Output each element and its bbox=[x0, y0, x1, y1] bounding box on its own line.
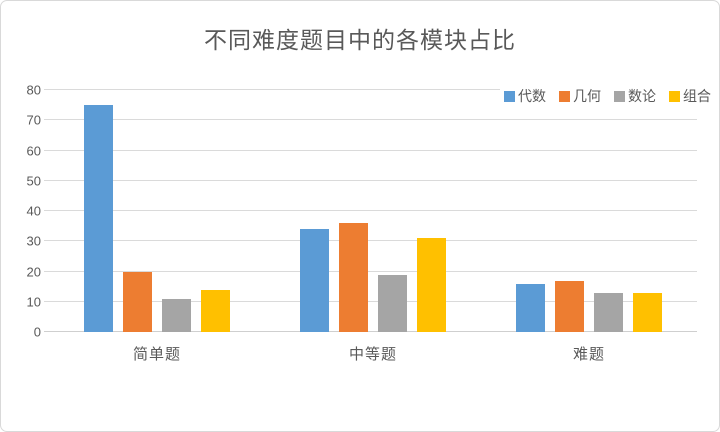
legend-label: 代数 bbox=[518, 88, 546, 104]
y-tick-label: 50 bbox=[26, 173, 41, 189]
legend-item-2: 几何 bbox=[559, 89, 601, 103]
plot-area: 0 10 20 30 40 50 60 70 80 代数 几何 数论 组合 bbox=[27, 84, 711, 339]
legend-swatch-icon bbox=[614, 91, 625, 102]
legend-swatch-icon bbox=[669, 91, 680, 102]
bar-series1-cat1 bbox=[84, 105, 113, 332]
bar-series4-cat2 bbox=[417, 238, 446, 332]
x-category-label-1: 简单题 bbox=[132, 346, 181, 363]
gridline bbox=[44, 119, 697, 121]
bar-series1-cat2 bbox=[300, 229, 329, 332]
legend-swatch-icon bbox=[504, 91, 515, 102]
legend-item-4: 组合 bbox=[669, 89, 711, 103]
legend-item-3: 数论 bbox=[614, 89, 656, 103]
y-tick-label: 30 bbox=[26, 233, 41, 249]
gridline bbox=[44, 179, 697, 181]
x-category-label-3: 难题 bbox=[572, 346, 605, 363]
bar-series3-cat1 bbox=[162, 298, 191, 332]
bar-series2-cat2 bbox=[339, 223, 368, 332]
legend-item-1: 代数 bbox=[504, 89, 546, 103]
bar-group-3 bbox=[516, 90, 662, 332]
gridline bbox=[44, 89, 697, 90]
y-tick-label: 10 bbox=[26, 294, 41, 310]
bar-series1-cat3 bbox=[516, 283, 545, 332]
y-tick-label: 70 bbox=[26, 112, 41, 128]
gridline bbox=[44, 240, 697, 242]
y-tick-label: 20 bbox=[26, 264, 41, 279]
x-axis-line bbox=[44, 331, 697, 332]
gridline bbox=[44, 270, 697, 272]
x-category-label-2: 中等题 bbox=[348, 346, 397, 363]
chart-title: 不同难度题目中的各模块占比 bbox=[204, 27, 516, 53]
bar-series3-cat3 bbox=[594, 292, 623, 332]
gridline bbox=[44, 300, 697, 302]
bar-series2-cat3 bbox=[555, 280, 584, 332]
x-axis-labels: 简单题 中等题 难题 bbox=[49, 343, 697, 364]
gridline bbox=[44, 149, 697, 151]
y-tick-label: 60 bbox=[26, 143, 41, 158]
legend-label: 组合 bbox=[683, 88, 711, 104]
bar-series4-cat3 bbox=[633, 292, 662, 332]
bar-series3-cat2 bbox=[378, 274, 407, 332]
legend: 代数 几何 数论 组合 bbox=[500, 89, 711, 103]
legend-swatch-icon bbox=[559, 91, 570, 102]
bar-group-1 bbox=[84, 90, 230, 332]
gridline bbox=[44, 210, 697, 211]
y-tick-label: 0 bbox=[33, 324, 41, 340]
bar-group-2 bbox=[300, 90, 446, 332]
legend-label: 几何 bbox=[573, 88, 601, 104]
bar-series4-cat1 bbox=[201, 289, 230, 332]
y-tick-label: 40 bbox=[26, 203, 41, 219]
y-tick-label: 80 bbox=[26, 82, 41, 98]
legend-label: 数论 bbox=[628, 88, 656, 104]
bar-series2-cat1 bbox=[123, 271, 152, 332]
